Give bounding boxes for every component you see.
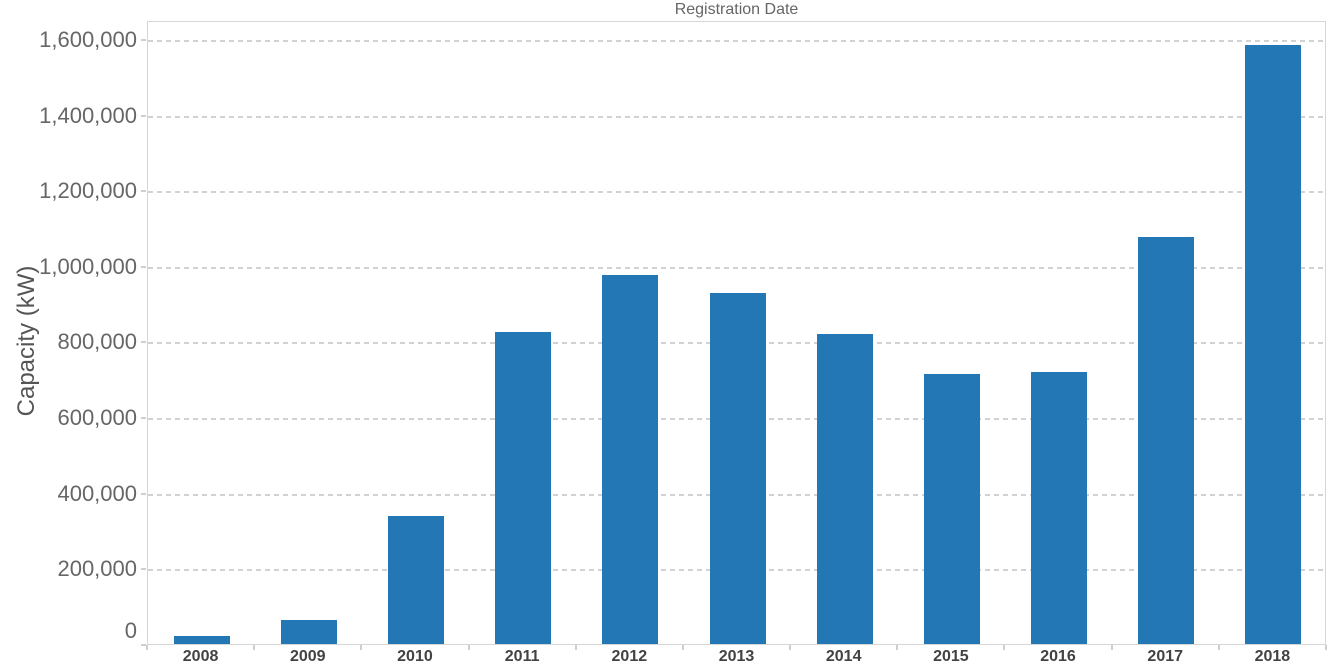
x-tick-mark — [1003, 645, 1006, 650]
x-tick-mark — [896, 645, 899, 650]
y-tick-mark — [141, 114, 146, 117]
x-tick-mark — [253, 645, 256, 650]
y-tick-label: 1,600,000 — [39, 26, 137, 52]
x-tick-label: 2017 — [1147, 648, 1184, 665]
bar-2012[interactable] — [602, 274, 659, 644]
y-gridline — [148, 115, 1325, 118]
bar-2011[interactable] — [495, 331, 552, 644]
x-tick-mark — [681, 645, 684, 650]
y-gridline — [148, 191, 1325, 194]
y-tick-label: 800,000 — [57, 329, 137, 355]
bar-2009[interactable] — [280, 619, 337, 644]
y-tick-label: 200,000 — [57, 556, 137, 582]
bar-2018[interactable] — [1245, 45, 1302, 644]
y-tick-mark — [141, 341, 146, 344]
x-tick-label: 2012 — [611, 648, 648, 665]
y-tick-mark — [141, 417, 146, 420]
y-tick-label: 1,000,000 — [39, 253, 137, 279]
bar-2013[interactable] — [709, 293, 766, 644]
chart-title: Registration Date — [674, 1, 799, 18]
y-tick-mark — [141, 644, 146, 646]
y-gridline — [148, 39, 1325, 42]
y-axis-tick-labels: 0 200,000 400,000 600,000 800,000 1,000,000 1,… — [0, 0, 137, 667]
bar-2008[interactable] — [173, 636, 230, 644]
y-tick-label: 1,200,000 — [39, 178, 137, 204]
x-tick-mark — [146, 645, 148, 650]
x-tick-label: 2018 — [1254, 648, 1291, 665]
bar-2016[interactable] — [1031, 372, 1088, 644]
x-tick-label: 2014 — [825, 648, 862, 665]
bar-2014[interactable] — [816, 334, 873, 644]
y-tick-mark — [141, 190, 146, 193]
x-tick-mark — [1217, 645, 1220, 650]
x-tick-label: 2010 — [397, 648, 433, 665]
plot-area — [147, 21, 1326, 645]
x-tick-label: 2013 — [718, 648, 755, 665]
y-tick-mark — [141, 492, 146, 495]
x-tick-label: 2011 — [504, 648, 540, 665]
x-tick-mark — [467, 645, 470, 650]
y-gridline — [148, 266, 1325, 269]
x-axis-tick-labels: 2008 2009 2010 2011 2012 2013 2014 2015 2016 2017… — [147, 0, 1326, 667]
x-tick-mark — [789, 645, 792, 650]
x-tick-label: 2015 — [933, 648, 969, 665]
bar-2015[interactable] — [923, 373, 980, 644]
y-tick-mark — [141, 265, 146, 268]
x-tick-mark — [1325, 645, 1327, 650]
x-tick-mark — [1110, 645, 1113, 650]
x-tick-label: 2008 — [182, 648, 219, 665]
x-tick-label: 2016 — [1040, 648, 1076, 665]
y-tick-label: 0 — [124, 618, 137, 643]
bar-2010[interactable] — [387, 516, 444, 644]
y-tick-mark — [141, 38, 146, 41]
x-tick-mark — [360, 645, 363, 650]
bar-2017[interactable] — [1138, 237, 1195, 644]
y-tick-label: 600,000 — [57, 405, 137, 431]
y-tick-label: 1,400,000 — [39, 102, 137, 128]
x-tick-mark — [574, 645, 577, 650]
y-tick-label: 400,000 — [57, 480, 137, 506]
y-tick-mark — [141, 568, 146, 571]
x-tick-label: 2009 — [289, 648, 326, 665]
